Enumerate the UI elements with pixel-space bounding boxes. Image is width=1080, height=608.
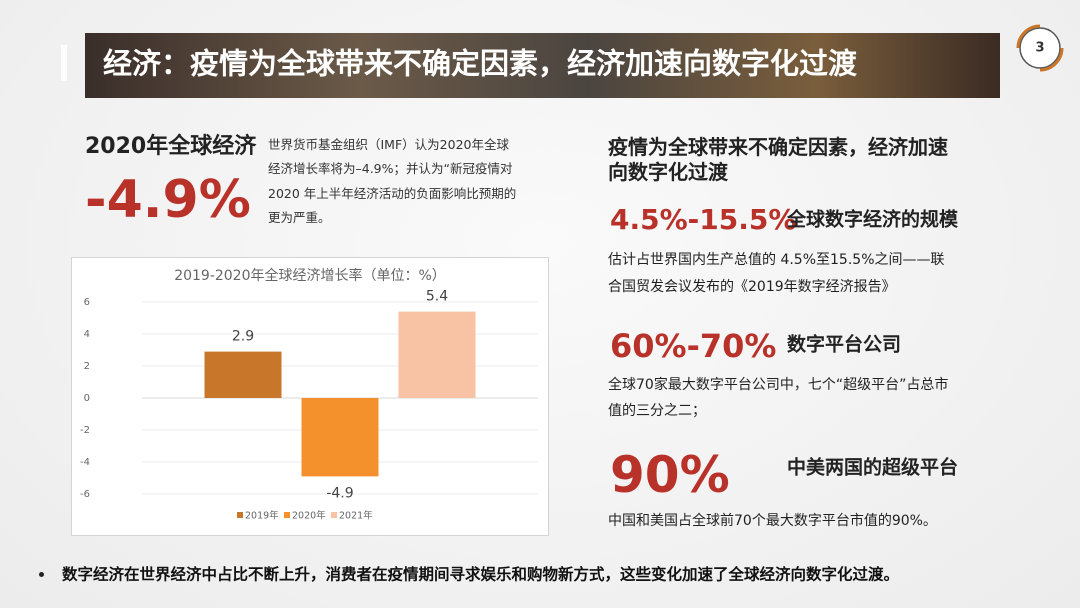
chart: 2019-2020年全球经济增长率（单位：%） -6 -4 -2 0 2 4 6 2.9 -4.…	[71, 257, 549, 536]
chart-title: 2019-2020年全球经济增长率（单位：%）	[174, 267, 446, 284]
item-label: 中美两国的超级平台	[787, 456, 959, 479]
right-heading: 向数字化过渡	[608, 160, 728, 184]
item-value: 60%-70%	[610, 327, 777, 365]
description-line: 世界货币基金组织（IMF）认为2020年全球	[268, 136, 509, 152]
footer-bullet: 数字经济在世界经济中占比不断上升，消费者在疫情期间寻求娱乐和购物新方式，这些变化…	[62, 565, 900, 584]
badge-arc	[1016, 24, 1041, 49]
item-line: 合国贸发会议发布的《2019年数字经济报告》	[608, 279, 896, 295]
legend-swatch	[237, 512, 243, 518]
left-headline: 2020年全球经济	[85, 134, 257, 159]
header-banner	[85, 33, 1000, 98]
item-line: 全球70家最大数字平台公司中，七个“超级平台”占总市	[608, 377, 949, 393]
y-tick-label: 2	[84, 361, 90, 372]
legend-label: 2020年	[292, 510, 326, 522]
legend-label: 2019年	[245, 510, 279, 522]
y-tick-label: -2	[80, 425, 90, 436]
value-label: -4.9	[326, 485, 353, 501]
description-line: 2020 年上半年经济活动的负面影响比预期的	[268, 185, 517, 201]
big-number: -4.9%	[85, 170, 251, 230]
y-tick-label: 4	[84, 329, 90, 340]
y-tick-label: -4	[80, 457, 90, 468]
badge-arc	[1039, 47, 1064, 72]
value-label: 5.4	[426, 289, 448, 305]
bullet-dot	[39, 572, 44, 577]
item-line: 中国和美国占全球前70个最大数字平台市值的90%。	[608, 513, 937, 529]
y-tick-label: 0	[84, 393, 90, 404]
legend-label: 2021年	[339, 510, 373, 522]
y-tick-label: -6	[80, 489, 90, 500]
legend-swatch	[331, 512, 337, 518]
right-heading: 疫情为全球带来不确定因素，经济加速	[608, 135, 948, 159]
item-value: 90%	[610, 446, 730, 504]
description-line: 经济增长率将为–4.9%；并认为“新冠疫情对	[268, 160, 513, 176]
description-line: 更为严重。	[268, 209, 331, 225]
item-value: 4.5%-15.5%	[610, 203, 797, 236]
bar	[301, 398, 379, 477]
bar	[204, 351, 282, 398]
item-label: 全球数字经济的规模	[787, 208, 959, 231]
badge-circle	[1019, 27, 1061, 69]
item-label: 数字平台公司	[787, 333, 902, 356]
value-label: 2.9	[232, 329, 254, 345]
item-line: 值的三分之二；	[608, 403, 706, 419]
item-line: 估计占世界国内生产总值的 4.5%至15.5%之间——联	[608, 252, 945, 268]
header-accent	[61, 45, 67, 81]
bar	[398, 311, 476, 398]
page-badge: 3	[1016, 24, 1064, 72]
page-number: 3	[1035, 41, 1044, 56]
header-title: 经济：疫情为全球带来不确定因素，经济加速向数字化过渡	[103, 46, 858, 81]
y-tick-label: 6	[84, 297, 90, 308]
legend-swatch	[284, 512, 290, 518]
